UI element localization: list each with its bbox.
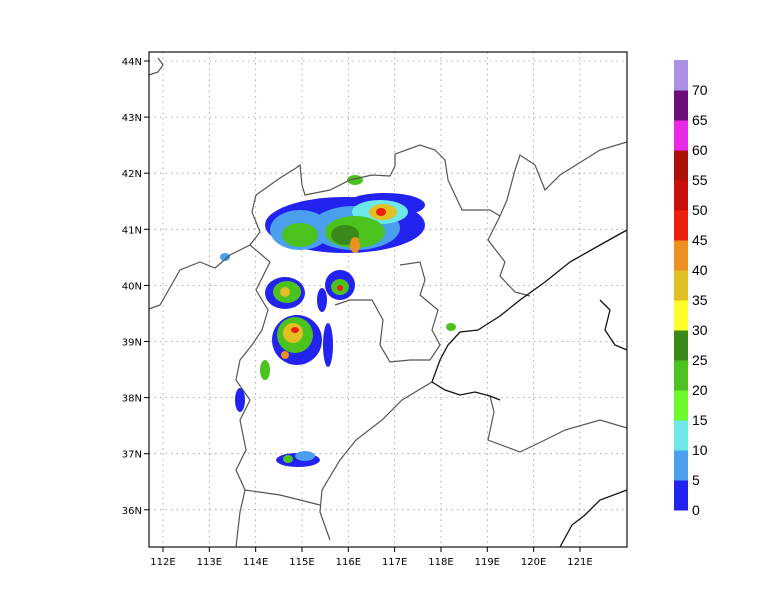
lon-tick-label: 117E xyxy=(382,557,407,568)
lat-tick-label: 38N xyxy=(122,394,142,405)
lat-tick-label: 44N xyxy=(122,57,142,68)
colorbar-bin xyxy=(674,150,688,181)
colorbar-label: 20 xyxy=(692,382,708,398)
echo xyxy=(282,223,318,247)
echo xyxy=(260,360,270,380)
echo xyxy=(323,323,333,367)
colorbar-bin xyxy=(674,240,688,271)
colorbar-label: 30 xyxy=(692,322,708,338)
lon-tick-label: 112E xyxy=(150,557,175,568)
echo xyxy=(337,285,343,291)
colorbar-label: 70 xyxy=(692,82,708,98)
colorbar-bin xyxy=(674,330,688,361)
lat-tick-label: 39N xyxy=(122,338,142,349)
colorbar-label: 65 xyxy=(692,112,708,128)
border-shandong xyxy=(319,381,433,541)
colorbar-label: 10 xyxy=(692,442,708,458)
lon-tick-label: 116E xyxy=(336,557,361,568)
colorbar-label: 0 xyxy=(692,502,700,518)
colorbar-label: 50 xyxy=(692,202,708,218)
lat-tick-label: 40N xyxy=(122,281,142,292)
colorbar-bin xyxy=(674,180,688,211)
echo xyxy=(376,208,386,216)
echo xyxy=(446,323,456,331)
lat-tick-label: 41N xyxy=(122,225,142,236)
echo xyxy=(317,288,327,312)
colorbar-label: 40 xyxy=(692,262,708,278)
lon-tick-label: 115E xyxy=(289,557,314,568)
lat-tick-label: 36N xyxy=(122,506,142,517)
lat-tick-label: 43N xyxy=(122,113,142,124)
colorbar-bin xyxy=(674,480,688,511)
colorbar-label: 45 xyxy=(692,232,708,248)
echo xyxy=(295,451,315,461)
colorbar-bin xyxy=(674,450,688,481)
colorbar-bin xyxy=(674,360,688,391)
gridlines xyxy=(149,52,627,547)
boundaries xyxy=(148,57,628,548)
colorbar-label: 55 xyxy=(692,172,708,188)
lat-tick-label: 37N xyxy=(122,450,142,461)
lon-tick-label: 121E xyxy=(567,557,592,568)
border-henan xyxy=(244,489,321,506)
colorbar-bin xyxy=(674,210,688,241)
echo xyxy=(291,327,299,333)
colorbar-label: 15 xyxy=(692,412,708,428)
border-inner-mongolia xyxy=(148,141,628,310)
border-shandong-north xyxy=(487,395,628,453)
map-frame xyxy=(148,51,628,548)
colorbar-label: 60 xyxy=(692,142,708,158)
colorbar-bin xyxy=(674,120,688,151)
colorbar-label: 35 xyxy=(692,292,708,308)
colorbar-label: 25 xyxy=(692,352,708,368)
echo xyxy=(280,287,290,297)
colorbar-bin xyxy=(674,420,688,451)
lon-tick-label: 118E xyxy=(428,557,453,568)
colorbar: 0 5 10 15 20 25 30 35 40 45 50 55 60 65 70 xyxy=(674,60,708,518)
echo xyxy=(235,388,245,412)
coastline-bohai xyxy=(431,229,628,401)
colorbar-label: 5 xyxy=(692,472,700,488)
lon-tick-label: 113E xyxy=(197,557,222,568)
lon-tick-label: 114E xyxy=(243,557,268,568)
echo xyxy=(281,351,289,359)
border-shanxi xyxy=(235,244,271,548)
colorbar-bin xyxy=(674,60,688,91)
echo xyxy=(220,253,230,261)
border-liaoning xyxy=(487,215,531,297)
border-ne xyxy=(148,57,164,76)
colorbar-bin xyxy=(674,90,688,121)
echo xyxy=(283,455,293,463)
lat-tick-label: 42N xyxy=(122,169,142,180)
border-beijing xyxy=(334,261,441,363)
axes: 112E 113E 114E 115E 116E 117E 118E 119E 120E 121E… xyxy=(122,57,593,568)
colorbar-bin xyxy=(674,300,688,331)
echo xyxy=(283,323,303,343)
colorbar-bin xyxy=(674,390,688,421)
reflectivity-field xyxy=(220,175,456,467)
echo xyxy=(350,237,360,253)
coastline-shandong xyxy=(559,489,628,548)
lon-tick-label: 120E xyxy=(521,557,546,568)
colorbar-bin xyxy=(674,270,688,301)
lon-tick-label: 119E xyxy=(475,557,500,568)
coastline-liaodong xyxy=(599,299,628,351)
